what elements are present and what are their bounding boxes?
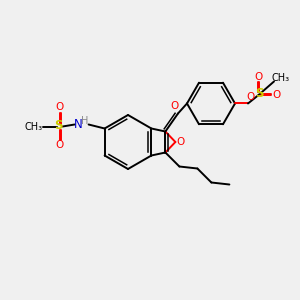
Text: O: O (170, 101, 178, 112)
Text: O: O (176, 137, 184, 147)
Text: N: N (74, 118, 83, 131)
Text: O: O (246, 92, 254, 103)
Text: O: O (56, 103, 64, 112)
Text: CH₃: CH₃ (25, 122, 43, 131)
Text: S: S (255, 87, 263, 100)
Text: O: O (254, 73, 262, 82)
Text: S: S (54, 119, 63, 132)
Text: H: H (81, 116, 88, 127)
Text: O: O (272, 91, 280, 100)
Text: CH₃: CH₃ (272, 74, 290, 83)
Text: O: O (56, 140, 64, 149)
